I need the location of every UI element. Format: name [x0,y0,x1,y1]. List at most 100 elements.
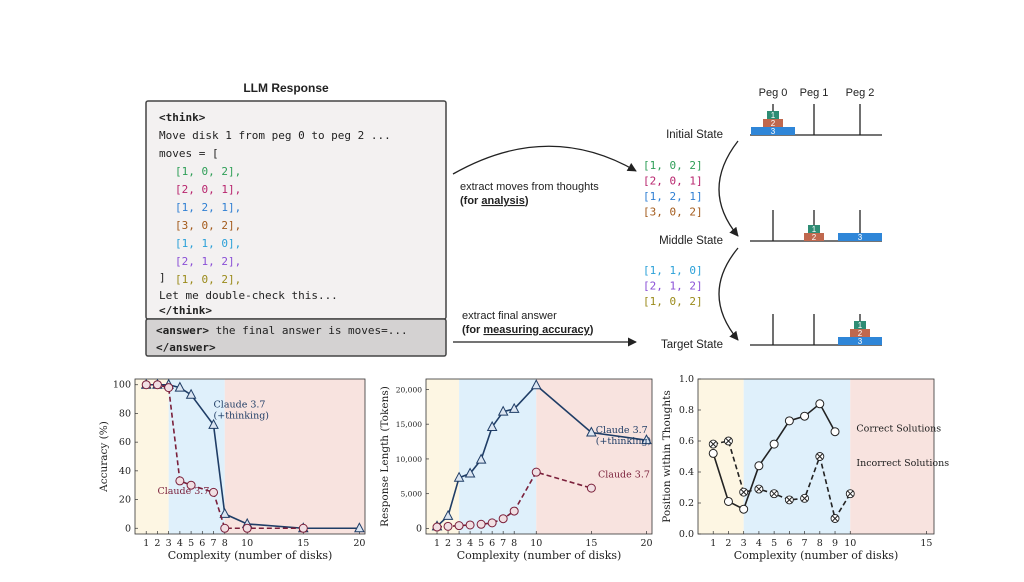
region-1 [459,379,537,534]
y-tick-label: 100 [113,380,131,391]
data-point [219,507,231,518]
y-tick-label: 20 [119,495,131,506]
disk-3-state-0 [751,127,795,135]
data-point [769,489,779,499]
state-move-b-1: [1, 1, 0] [643,264,703,277]
disk-1-state-0 [767,111,779,119]
disk-1-state-2 [854,321,866,329]
x-tick-label: 9 [832,538,838,549]
data-point [354,522,365,533]
disk-label-1-state-2: 1 [858,321,863,330]
state-arrow-1 [718,140,739,237]
x-tick-label: 5 [188,538,194,549]
series-label-1: Claude 3.7 [598,470,650,481]
x-tick-label: 1 [434,538,440,549]
x-tick-label: 7 [500,538,506,549]
x-tick-label: 15 [297,538,309,549]
plot-frame [425,378,653,535]
data-point [784,495,794,505]
data-point [464,467,476,478]
data-point [432,522,442,532]
state-label-1: Middle State [659,235,723,247]
answer-text: the final answer is moves=... [209,324,408,337]
y-tick-label: 60 [119,437,131,448]
think-open-tag: <think> [159,111,206,124]
y-tick-label: 0.2 [679,498,694,509]
data-point [754,461,764,471]
moves-close: ] [159,271,166,284]
series-line-0 [146,383,360,530]
double-check-line: Let me double-check this... [159,289,338,302]
region-0 [135,379,169,534]
disk-label-1-state-0: 1 [771,111,776,120]
data-point [242,523,252,533]
x-tick-label: 6 [786,538,792,549]
region-2 [224,379,365,534]
y-axis-label: Accuracy (%) [98,421,110,493]
x-tick-label: 2 [154,538,160,549]
x-tick-label: 3 [166,538,172,549]
answer-box [145,318,447,357]
data-point [724,436,733,446]
data-point [186,480,196,490]
region-2 [536,379,652,534]
panel-move-1: [1, 0, 2], [175,165,241,178]
x-tick-label: 2 [725,538,731,549]
data-point [487,518,497,528]
panel-move-5: [1, 1, 0], [175,237,241,250]
y-tick-label: 0.6 [679,436,694,447]
x-tick-label: 15 [920,538,932,549]
y-tick-label: 1.0 [679,374,694,385]
x-tick-label: 7 [802,538,808,549]
y-tick-label: 0 [125,523,131,534]
disk-2-state-0 [763,119,783,127]
measuring-accuracy-label: (for measuring accuracy) [462,324,594,336]
data-point [443,521,453,531]
data-point [800,411,810,421]
data-point [531,467,541,477]
data-point [220,523,230,533]
answer-open-tag: <answer> [156,324,209,337]
region-0 [698,379,744,534]
series-label-1: Incorrect Solutions [856,458,949,469]
moves-open: moves = [ [159,147,219,160]
data-point [769,439,779,449]
data-point [209,487,219,497]
move-description: Move disk 1 from peg 0 to peg 2 ... [159,129,391,142]
data-point [784,416,794,426]
data-point [508,402,520,413]
x-axis-label: Complexity (number of disks) [734,549,899,562]
data-point [830,427,840,437]
data-point [208,418,219,429]
panel-move-3: [1, 2, 1], [175,201,241,214]
measuring-prefix: (for [462,324,483,336]
x-tick-label: 4 [177,538,183,549]
peg-label-1: Peg 1 [800,87,829,99]
data-point [298,523,308,533]
x-tick-label: 3 [741,538,747,549]
series-label-0: Correct Solutions [856,424,941,435]
data-point [141,380,151,390]
data-point [486,420,498,431]
analysis-word: analysis [481,195,524,207]
panel-move-4: [3, 0, 2], [175,219,241,232]
data-point [509,506,519,516]
data-point [530,379,542,390]
for-analysis-label: (for analysis) [460,195,529,207]
disk-label-3-state-0: 3 [771,127,776,136]
region-2 [850,379,934,534]
series-label-0: (+thinking) [214,411,269,422]
x-tick-label: 6 [489,538,495,549]
x-tick-label: 8 [817,538,823,549]
x-tick-label: 10 [241,538,253,549]
disk-3-state-2 [838,337,882,345]
think-close-tag: </think> [159,304,212,317]
series-label-0: (+thinking) [596,436,651,447]
series-label-0: Claude 3.7 [596,425,648,436]
plot-frame [134,378,366,535]
disk-label-2-state-0: 2 [771,119,776,128]
panel-move-6: [2, 1, 2], [175,255,241,268]
state-move-b-2: [2, 1, 2] [643,280,703,293]
